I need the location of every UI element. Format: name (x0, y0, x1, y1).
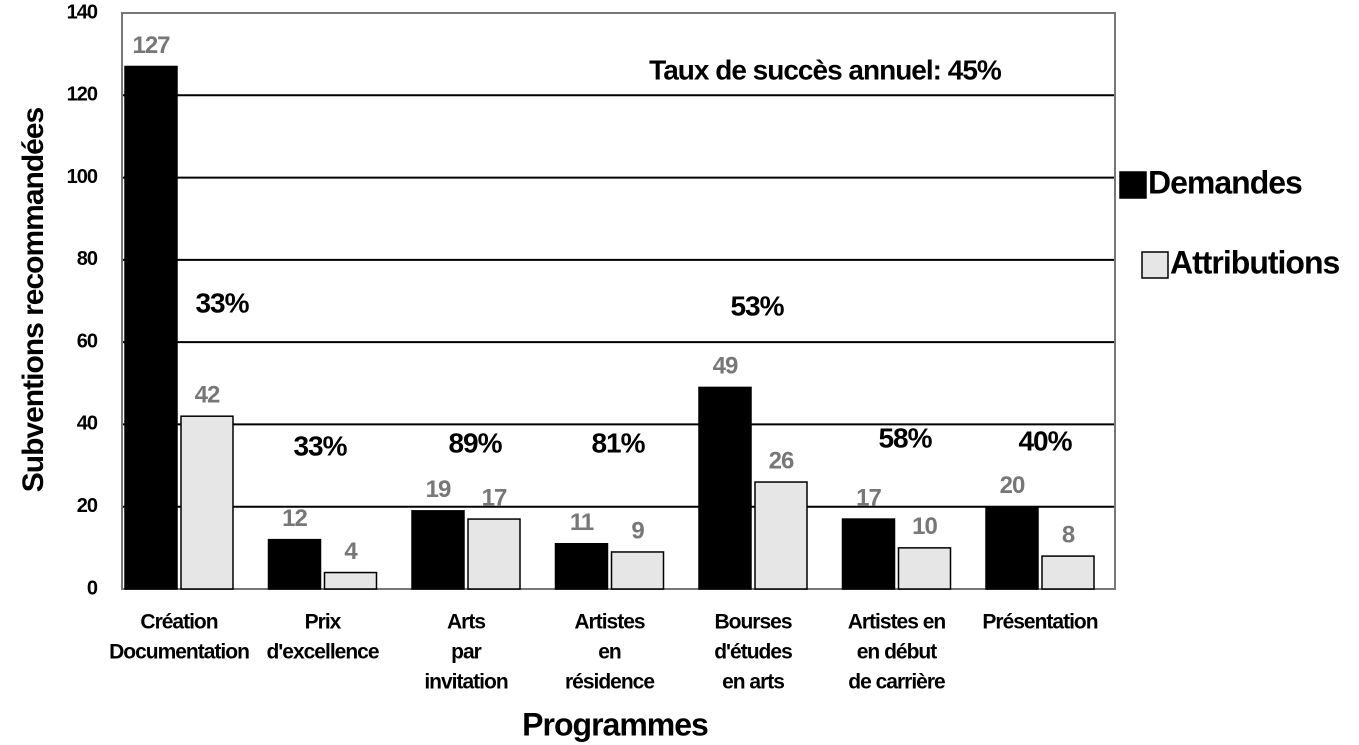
y-tick-label: 120 (67, 84, 98, 106)
rate-annotation: 33% (195, 287, 249, 318)
bar (610, 551, 665, 590)
bar (754, 481, 808, 590)
x-tick-label: invitation (424, 671, 508, 694)
value-label: 42 (195, 382, 220, 409)
bar (841, 518, 896, 590)
x-tick-label: Documentation (109, 641, 249, 664)
x-tick-label: de carrière (848, 671, 945, 694)
bar (267, 538, 322, 590)
x-tick-label: en arts (722, 671, 784, 694)
rate-annotation: 89% (448, 427, 502, 458)
value-label: 20 (1000, 472, 1025, 499)
x-tick-label: d'excellence (266, 641, 378, 664)
rate-annotation: 33% (293, 430, 347, 461)
value-label: 4 (344, 538, 358, 565)
x-tick-label: Création (140, 611, 217, 634)
y-tick-label: 40 (77, 413, 98, 435)
rate-annotation: 81% (591, 427, 645, 458)
x-tick-label: en début (857, 641, 938, 664)
x-tick-label: Arts (447, 611, 485, 634)
y-tick-label: 140 (67, 1, 98, 23)
x-tick-label: Présentation (982, 611, 1097, 634)
summary: Taux de succès annuel: 45% (649, 54, 1002, 85)
value-label: 127 (132, 32, 170, 59)
x-tick-label: d'études (714, 641, 792, 664)
value-label: 10 (912, 513, 937, 540)
x-axis-title: Programmes (522, 706, 708, 742)
x-tick-label: résidence (565, 671, 654, 694)
bar (985, 505, 1039, 590)
rate-annotation: 53% (730, 290, 784, 321)
rate-annotation: 58% (878, 422, 932, 453)
value-label: 12 (282, 505, 307, 532)
x-tick-label: par (451, 641, 482, 664)
y-tick-label: 0 (87, 577, 98, 599)
bar (554, 542, 609, 590)
legend-swatch (1141, 251, 1169, 279)
x-tick-label: Artistes (574, 611, 645, 634)
y-axis-title: Subventions recommandées (17, 107, 50, 492)
bar (180, 415, 234, 590)
bar (124, 65, 178, 590)
bar (323, 571, 378, 590)
bar (897, 547, 952, 590)
value-label: 17 (482, 484, 507, 511)
value-label: 11 (570, 509, 594, 536)
y-tick-label: 100 (67, 166, 98, 188)
rate-annotation: 40% (1018, 425, 1072, 456)
bar (698, 386, 752, 590)
legend-swatch (1119, 171, 1147, 199)
value-label: 8 (1062, 521, 1075, 548)
bar (467, 518, 521, 590)
plot-frame (121, 12, 1116, 590)
legend-label: Demandes (1148, 164, 1302, 200)
value-label: 9 (631, 517, 644, 544)
value-label: 49 (713, 353, 738, 380)
x-tick-label: Artistes en (848, 611, 946, 634)
value-label: 26 (769, 447, 794, 474)
bar (411, 510, 465, 590)
value-label: 17 (856, 484, 881, 511)
x-tick-label: Bourses (714, 611, 791, 634)
value-label: 19 (426, 476, 451, 503)
bar (1041, 555, 1095, 590)
x-tick-label: en (598, 641, 621, 664)
y-tick-label: 20 (77, 495, 98, 517)
legend-label: Attributions (1170, 244, 1340, 280)
y-tick-label: 80 (77, 248, 98, 270)
x-tick-label: Prix (305, 611, 342, 634)
y-tick-label: 60 (77, 330, 98, 352)
